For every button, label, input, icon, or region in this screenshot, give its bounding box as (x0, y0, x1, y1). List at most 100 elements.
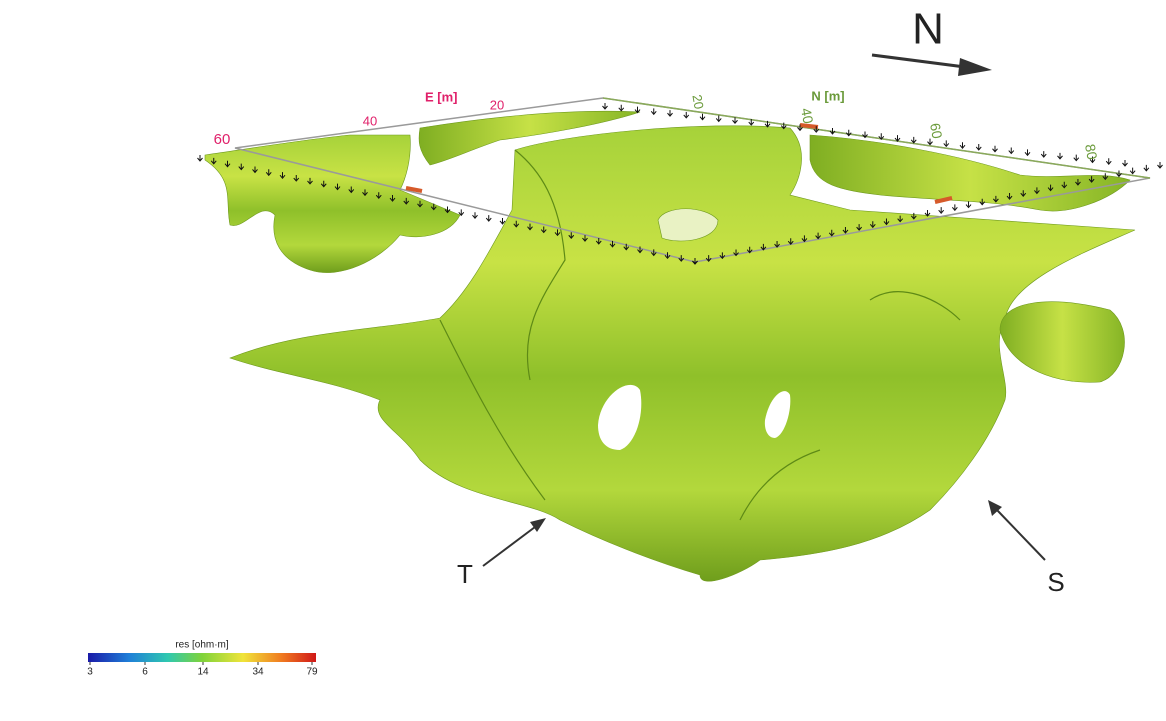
axis-n (602, 97, 1151, 179)
electrode (1105, 158, 1112, 166)
electrode (618, 104, 625, 112)
e-tick-label: 40 (363, 113, 377, 128)
electrode (992, 145, 998, 153)
e-tick-label: 60 (214, 131, 231, 148)
electrode (320, 180, 327, 188)
electrodes (197, 103, 1163, 265)
electrode (894, 135, 901, 142)
electrode (1034, 187, 1040, 195)
electrode (1040, 151, 1047, 158)
electrode (1116, 170, 1122, 178)
body-ring (999, 301, 1125, 383)
compass-label: N (912, 5, 944, 54)
electrode (951, 204, 958, 212)
electrode (307, 177, 313, 185)
ridge (439, 149, 961, 521)
electrode (527, 223, 533, 231)
electrode (595, 237, 602, 245)
electrode (746, 246, 753, 254)
colorbar-title: res [ohm·m] (175, 640, 229, 651)
electrode (389, 195, 396, 202)
n-axis-title: N [m] (811, 88, 844, 103)
electrode (678, 255, 685, 262)
electrode (856, 224, 863, 231)
electrode (862, 131, 868, 139)
electrode (813, 126, 820, 133)
electrode (1020, 190, 1027, 198)
electrode (602, 103, 608, 110)
electrode (910, 136, 917, 144)
electrode (279, 172, 286, 179)
electrode (650, 249, 657, 257)
electrode (760, 243, 767, 251)
electrode (430, 203, 437, 211)
electrode (1143, 164, 1150, 172)
electrode (1061, 181, 1068, 189)
electrode (334, 183, 341, 191)
electrode (664, 252, 671, 260)
electrode (224, 160, 231, 168)
colorbar-tick-label: 3 (87, 667, 93, 678)
electrode (992, 195, 999, 203)
electrode (568, 232, 575, 240)
n-tick-label: 60 (927, 122, 945, 140)
body-top-left (418, 110, 641, 166)
electrode (733, 249, 739, 257)
electrode (924, 210, 931, 217)
electrode (1088, 176, 1095, 183)
marker (799, 123, 819, 129)
annotation-label: T (457, 559, 473, 589)
electrode (375, 192, 382, 199)
electrode (927, 138, 933, 146)
electrode (650, 108, 657, 116)
electrode (485, 215, 492, 222)
marker (405, 186, 423, 193)
electrode (1047, 184, 1054, 192)
electrode (197, 155, 203, 162)
electrode (910, 212, 917, 220)
electrode (780, 122, 787, 130)
n-tick-label: 40 (798, 107, 816, 125)
electrode (623, 243, 630, 251)
electrode (1129, 167, 1136, 175)
electrode (499, 217, 506, 225)
isosurface (204, 110, 1136, 582)
colorbar-tick-label: 34 (252, 667, 264, 678)
colorbar: res [ohm·m] 3 6 14 34 79 (87, 640, 318, 678)
annotation-arrow (988, 500, 1046, 561)
electrode (634, 106, 641, 114)
electrode (348, 186, 355, 194)
electrode (637, 246, 643, 254)
colorbar-tick-label: 79 (306, 667, 318, 678)
electrode (210, 157, 217, 165)
electrode (699, 113, 706, 121)
electrode (1075, 178, 1081, 186)
electrode (732, 117, 738, 125)
electrode (1073, 154, 1080, 162)
electrode (897, 215, 904, 223)
electrode (667, 110, 673, 117)
electrode (938, 207, 945, 214)
body-main (229, 125, 1136, 582)
compass-arrow (871, 53, 992, 76)
electrode (842, 226, 849, 234)
annotation-arrow (482, 518, 546, 567)
electrode (540, 226, 547, 234)
electrode (444, 206, 451, 214)
electrode (252, 166, 258, 174)
electrode (1102, 173, 1109, 181)
electrode (417, 200, 423, 208)
electrode (787, 238, 794, 246)
body-right (809, 134, 1131, 212)
body-left (204, 134, 461, 273)
colorbar-tick-label: 14 (197, 667, 209, 678)
electrode (554, 229, 561, 237)
electrode (692, 258, 698, 265)
electrode (609, 240, 616, 248)
electrode (764, 120, 771, 128)
colorbar-ticks: 3 6 14 34 79 (87, 662, 318, 678)
electrode (582, 235, 588, 242)
e-tick-label: 20 (490, 97, 504, 112)
electrode (965, 201, 972, 209)
